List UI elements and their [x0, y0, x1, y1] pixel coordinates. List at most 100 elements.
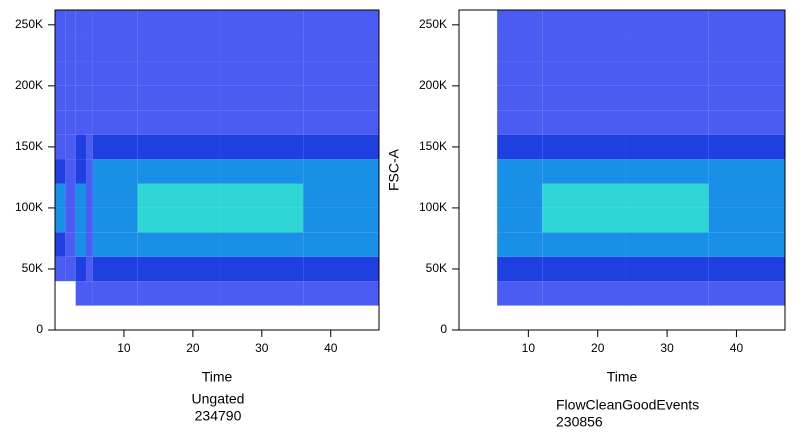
- density-cell: [92, 110, 138, 135]
- density-cell: [86, 207, 93, 233]
- density-cell: [220, 207, 304, 233]
- density-cell: [65, 207, 76, 233]
- density-cell: [220, 85, 304, 111]
- density-cell: [542, 207, 626, 233]
- y-tick-label: 250K: [419, 17, 447, 31]
- density-cell: [75, 256, 87, 282]
- density-cell: [459, 183, 498, 208]
- x-tick-label: 20: [591, 341, 605, 355]
- density-cell: [220, 110, 304, 135]
- density-cell: [86, 232, 93, 257]
- density-cell: [75, 61, 87, 86]
- density-cell: [708, 10, 785, 38]
- density-cell: [708, 85, 785, 111]
- density-cell: [55, 134, 66, 160]
- density-cell: [137, 159, 221, 184]
- density-cell: [542, 256, 626, 282]
- density-cell: [625, 134, 709, 160]
- y-tick-label: 50K: [426, 261, 447, 275]
- density-cell: [137, 37, 221, 62]
- x-tick-label: 20: [186, 341, 200, 355]
- density-cell: [220, 159, 304, 184]
- density-cell: [137, 134, 221, 160]
- density-cell: [542, 85, 626, 111]
- density-cell: [459, 85, 498, 111]
- density-cell: [55, 61, 66, 86]
- density-cell: [55, 305, 66, 330]
- density-cell: [459, 110, 498, 135]
- density-cell: [497, 256, 543, 282]
- density-cell: [137, 232, 221, 257]
- density-cell: [65, 183, 76, 208]
- density-cell: [497, 207, 543, 233]
- density-cell: [303, 183, 379, 208]
- density-cell: [75, 85, 87, 111]
- density-cell: [542, 159, 626, 184]
- density-cell: [220, 10, 304, 38]
- density-cell: [75, 134, 87, 160]
- density-cell: [75, 305, 87, 330]
- density-cell: [86, 159, 93, 184]
- density-cell: [459, 61, 498, 86]
- density-cell: [137, 61, 221, 86]
- density-cell: [708, 134, 785, 160]
- density-cell: [75, 232, 87, 257]
- density-cell: [303, 85, 379, 111]
- x-tick-label: 30: [660, 341, 674, 355]
- density-cell: [92, 183, 138, 208]
- density-cell: [459, 10, 498, 38]
- density-cell: [137, 207, 221, 233]
- density-cell: [625, 183, 709, 208]
- density-cell: [542, 281, 626, 306]
- density-cell: [86, 305, 93, 330]
- density-cell: [542, 110, 626, 135]
- density-cell: [542, 10, 626, 38]
- density-cell: [92, 256, 138, 282]
- density-cell: [542, 305, 626, 330]
- density-cell: [92, 207, 138, 233]
- density-cell: [220, 61, 304, 86]
- density-cell: [137, 10, 221, 38]
- density-cell: [497, 61, 543, 86]
- density-cell: [75, 110, 87, 135]
- density-cell: [497, 85, 543, 111]
- density-cell: [625, 232, 709, 257]
- density-cell: [459, 305, 498, 330]
- density-cell: [55, 37, 66, 62]
- density-cell: [65, 61, 76, 86]
- density-cell: [86, 10, 93, 38]
- density-cell: [303, 37, 379, 62]
- density-cell: [625, 10, 709, 38]
- y-axis-label: FSC-A: [386, 148, 402, 191]
- density-cell: [542, 37, 626, 62]
- density-cell: [459, 159, 498, 184]
- x-tick-label: 10: [117, 341, 131, 355]
- density-cell: [65, 10, 76, 38]
- x-axis-label: Time: [202, 369, 233, 385]
- y-tick-label: 150K: [15, 139, 43, 153]
- density-cell: [459, 207, 498, 233]
- density-cell: [75, 183, 87, 208]
- density-cell: [625, 305, 709, 330]
- density-cell: [86, 61, 93, 86]
- density-cell: [459, 37, 498, 62]
- density-cell: [55, 10, 66, 38]
- x-tick-label: 10: [522, 341, 536, 355]
- y-tick-label: 200K: [15, 78, 43, 92]
- event-count: 230856: [556, 414, 603, 430]
- density-cell: [65, 85, 76, 111]
- density-cell: [137, 281, 221, 306]
- density-cell: [497, 159, 543, 184]
- density-cell: [708, 37, 785, 62]
- density-cell: [86, 134, 93, 160]
- density-cell: [303, 232, 379, 257]
- density-cell: [92, 232, 138, 257]
- density-cell: [625, 281, 709, 306]
- density-cell: [303, 61, 379, 86]
- density-cell: [303, 10, 379, 38]
- plot-frame: [54, 9, 380, 331]
- density-cell: [303, 110, 379, 135]
- density-cell: [75, 159, 87, 184]
- y-tick-label: 250K: [15, 17, 43, 31]
